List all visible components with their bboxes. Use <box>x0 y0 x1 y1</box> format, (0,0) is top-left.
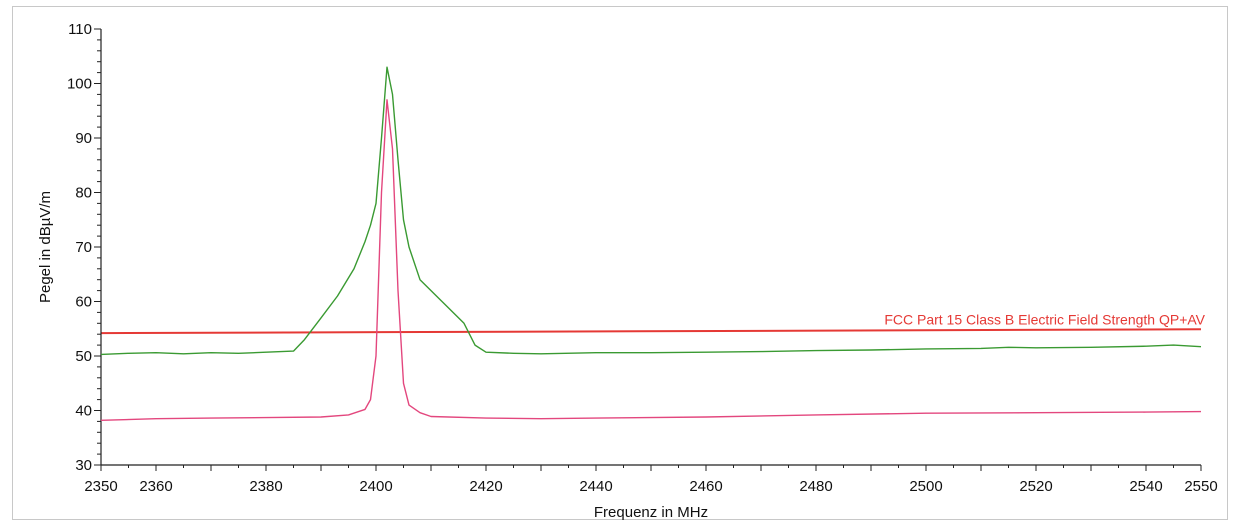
x-tick-label: 2480 <box>799 478 832 495</box>
y-tick-label: 90 <box>75 130 92 147</box>
y-tick-label: 110 <box>68 21 92 38</box>
x-tick-label: 2500 <box>909 478 942 495</box>
y-tick-label: 50 <box>75 348 92 365</box>
x-tick-label: 2400 <box>359 478 392 495</box>
y-axis-title: Pegel in dBµV/m <box>37 191 54 303</box>
x-tick-label: 2360 <box>139 478 172 495</box>
x-tick-label: 2520 <box>1019 478 1052 495</box>
spectrum-chart: 2350 2360 2380 2400 2420 2440 2460 2480 2500 2520… <box>37 21 1218 521</box>
x-tick-label: 2550 <box>1184 478 1217 495</box>
series-layer <box>100 66 1202 421</box>
plot-area <box>100 328 1202 335</box>
y-tick-label: 80 <box>75 185 92 202</box>
series-line-2 <box>100 99 1202 421</box>
chart-frame: 2350 2360 2380 2400 2420 2440 2460 2480 2500 2520… <box>12 6 1228 521</box>
y-tick-label: 100 <box>67 76 92 93</box>
x-tick-label: 2460 <box>689 478 722 495</box>
x-tick-label: 2540 <box>1129 478 1162 495</box>
x-axis-title: Frequenz in MHz <box>594 504 708 521</box>
y-tick-label: 70 <box>75 239 92 256</box>
limit-line <box>100 328 1202 335</box>
y-axis: 30 40 50 60 70 80 90 100 110 <box>67 21 102 474</box>
series-line-1 <box>100 66 1202 356</box>
x-tick-label: 2380 <box>249 478 282 495</box>
y-tick-label: 60 <box>75 294 92 311</box>
x-tick-label: 2420 <box>469 478 502 495</box>
y-tick-label: 40 <box>75 403 92 420</box>
x-axis: 2350 2360 2380 2400 2420 2440 2460 2480 2500 2520… <box>84 464 1218 495</box>
x-tick-label: 2440 <box>579 478 612 495</box>
x-tick-label: 2350 <box>84 478 117 495</box>
limit-line-label: FCC Part 15 Class B Electric Field Stren… <box>884 311 1205 327</box>
y-tick-label: 30 <box>75 457 92 474</box>
